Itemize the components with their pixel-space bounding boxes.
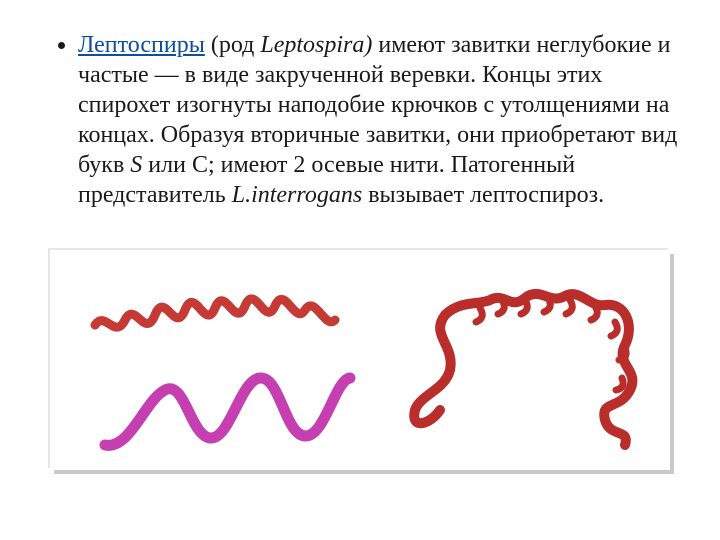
bullet-item: Лептоспиры (род Leptospira) имеют завитк… [78, 30, 690, 210]
text-fragment: вызывает лептоспироз. [362, 182, 604, 208]
latin-genus: Leptospira) [260, 32, 372, 58]
bullet-list: Лептоспиры (род Leptospira) имеют завитк… [50, 30, 690, 210]
slide: Лептоспиры (род Leptospira) имеют завитк… [0, 0, 720, 540]
letter-s: S [130, 152, 142, 178]
term-link[interactable]: Лептоспиры [78, 32, 205, 58]
latin-species: L.interrogans [232, 182, 362, 208]
figure-frame [50, 250, 670, 470]
text-fragment: (род [205, 32, 261, 58]
figure-svg [50, 250, 670, 470]
figure-background [50, 250, 670, 470]
